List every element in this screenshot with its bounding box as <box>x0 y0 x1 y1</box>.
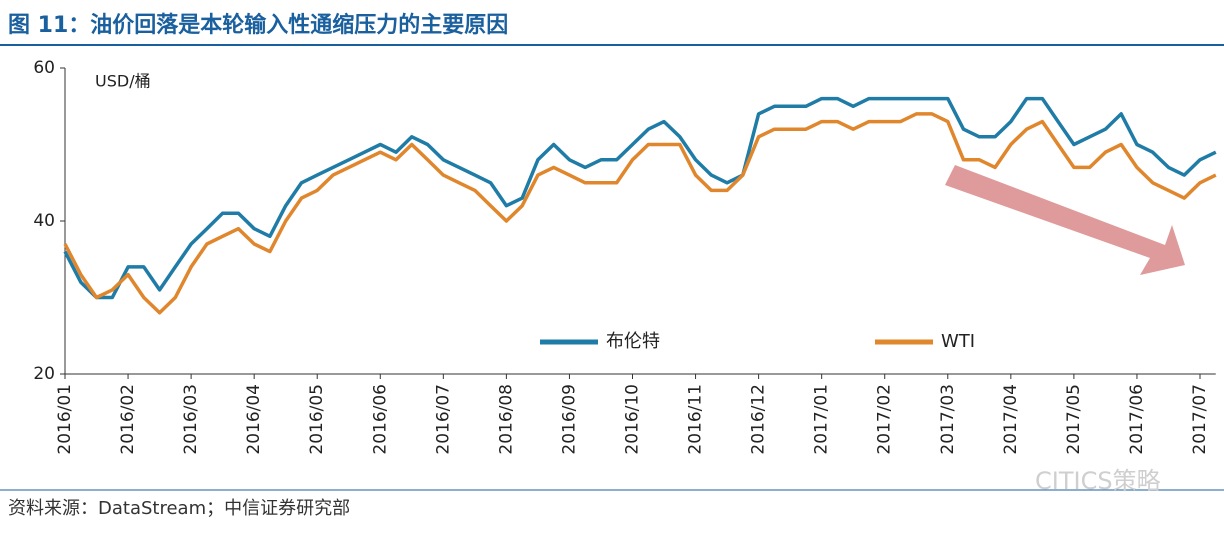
x-tick-label: 2017/03 <box>938 384 958 455</box>
x-tick-label: 2017/06 <box>1127 384 1147 455</box>
legend-label: 布伦特 <box>606 331 660 352</box>
x-tick-label: 2017/02 <box>875 384 895 455</box>
x-tick-label: 2016/04 <box>244 384 264 455</box>
x-tick-label: 2016/12 <box>749 384 769 455</box>
watermark: CITICS策略 <box>1035 467 1161 495</box>
axis-unit: USD/桶 <box>95 72 151 91</box>
y-tick-label: 60 <box>33 58 55 78</box>
series-line <box>63 96 1217 300</box>
chart-title: 图 11：油价回落是本轮输入性通缩压力的主要原因 <box>8 12 508 38</box>
x-tick-label: 2017/07 <box>1190 384 1210 455</box>
x-tick-label: 2017/04 <box>1001 384 1021 455</box>
x-tick-label: 2016/08 <box>496 384 516 455</box>
source: 资料来源：DataStream；中信证券研究部 <box>8 498 350 519</box>
y-tick-label: 40 <box>33 211 55 231</box>
y-tick-label: 20 <box>33 364 55 384</box>
x-tick-label: 2016/11 <box>686 384 706 455</box>
x-tick-label: 2016/09 <box>559 384 579 455</box>
x-tick-label: 2016/06 <box>370 384 390 455</box>
x-tick-label: 2016/02 <box>118 384 138 455</box>
legend-label: WTI <box>941 331 975 352</box>
series-line <box>63 112 1217 315</box>
x-tick-label: 2016/03 <box>181 384 201 455</box>
x-tick-label: 2016/07 <box>433 384 453 455</box>
x-tick-label: 2017/05 <box>1064 384 1084 455</box>
x-tick-label: 2016/05 <box>307 384 327 455</box>
x-tick-label: 2016/01 <box>55 384 75 455</box>
trend-arrow <box>945 165 1185 275</box>
x-tick-label: 2016/10 <box>623 384 643 455</box>
x-tick-label: 2017/01 <box>812 384 832 455</box>
